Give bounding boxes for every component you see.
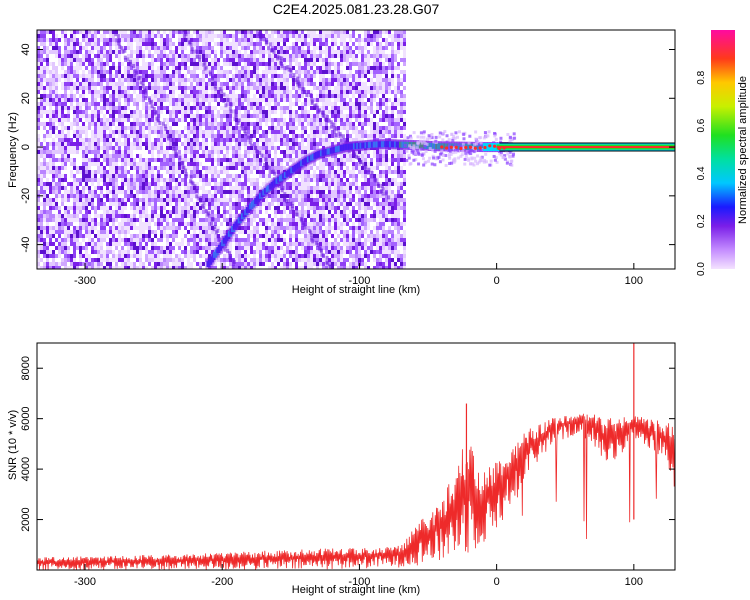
y-tick-label: 2000	[20, 507, 32, 531]
snr-series	[37, 343, 675, 570]
x-tick-label: 0	[494, 576, 500, 588]
snr-panel: -300 -200 -100 0 100 2000 4000 6000 8000 Height…	[7, 342, 676, 596]
x-tick-labels: -300 -200 -100 0 100	[74, 564, 643, 588]
y-tick-labels: -40 -20 0 20 40	[20, 43, 675, 253]
x-tick-label: -200	[211, 275, 233, 287]
x-tick-label: -300	[74, 275, 96, 287]
colorbar-tick-label: 0.6	[696, 118, 707, 132]
colorbar-tick-label: 0.2	[696, 214, 707, 228]
x-tick-label: 0	[494, 275, 500, 287]
snr-line	[37, 413, 675, 570]
colorbar-tick-label: 0.4	[696, 166, 707, 180]
y-tick-label: -40	[20, 237, 32, 253]
x-tick-label: 100	[625, 576, 643, 588]
colorbar-tick-label: 0.0	[696, 262, 707, 276]
plot-frame	[36, 29, 676, 270]
plot-frame	[36, 342, 676, 571]
x-tick-label: -100	[348, 275, 370, 287]
x-tick-labels: -300 -200 -100 0 100	[74, 263, 643, 287]
signal-track	[205, 129, 675, 269]
figure-title: C2E4.2025.081.23.28.G07	[273, 1, 440, 17]
y-tick-label: 4000	[20, 457, 32, 481]
y-tick-label: 8000	[20, 356, 32, 380]
y-tick-label: 0	[20, 144, 32, 150]
y-tick-label: -20	[20, 188, 32, 204]
y-axis-label: Frequency (Hz)	[7, 112, 19, 188]
colorbar-label: Normalized spectral amplitude	[737, 76, 749, 224]
x-tick-label: -200	[211, 576, 233, 588]
y-tick-label: 40	[20, 43, 32, 55]
y-axis-label: SNR (10 * v/v)	[7, 410, 19, 480]
y-tick-label: 20	[20, 92, 32, 104]
y-tick-labels: 2000 4000 6000 8000	[20, 356, 675, 532]
x-tick-label: 100	[625, 275, 643, 287]
background-noise	[37, 30, 406, 269]
colorbar	[711, 30, 735, 269]
x-tick-label: -300	[74, 576, 96, 588]
colorbar-tick-label: 0.8	[696, 70, 707, 84]
y-tick-label: 6000	[20, 406, 32, 430]
x-tick-label: -100	[348, 576, 370, 588]
x-axis-label: Height of straight line (km)	[292, 284, 420, 296]
x-axis-label: Height of straight line (km)	[292, 584, 420, 596]
colorbar-tick-labels: 0.0 0.2 0.4 0.6 0.8	[696, 70, 707, 276]
